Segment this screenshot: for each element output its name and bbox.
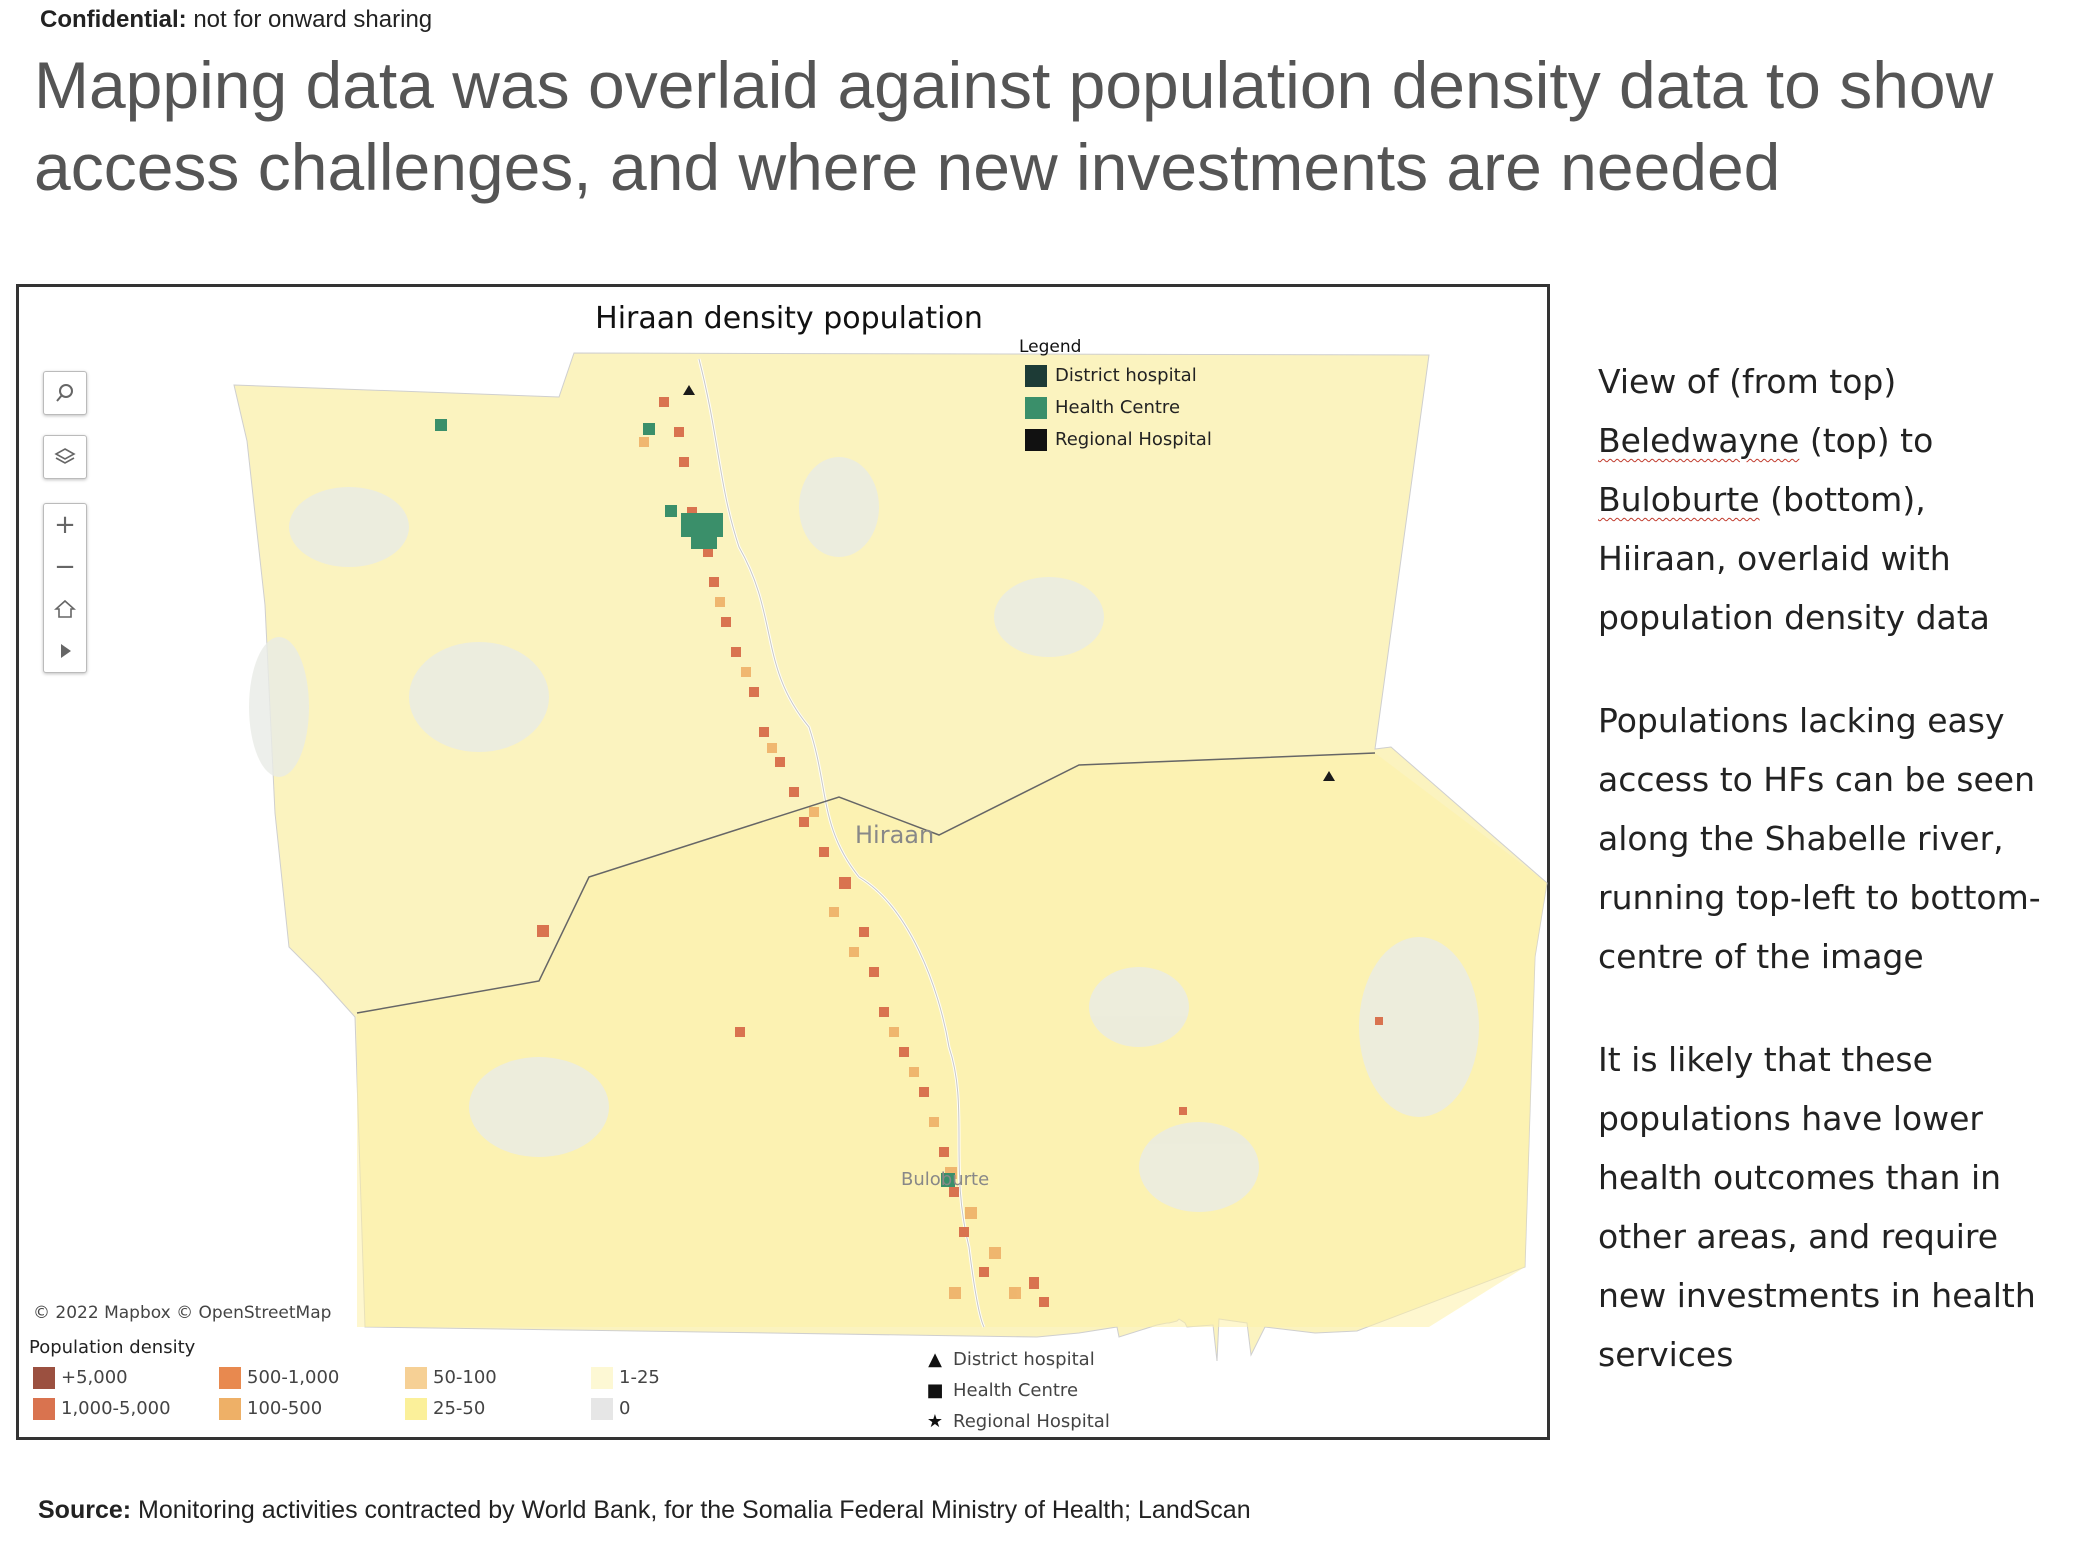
search-control[interactable] — [43, 371, 87, 415]
commentary-paragraph-1: View of (from top) Beledwayne (top) to B… — [1598, 362, 1990, 637]
density-legend-item: 1-25 — [591, 1367, 660, 1389]
symbol-legend-item: ★ Regional Hospital — [926, 1411, 1110, 1432]
health-centre-swatch — [1025, 397, 1047, 419]
commentary-paragraph-2: Populations lacking easy access to HFs c… — [1598, 701, 2041, 976]
page-title: Mapping data was overlaid against popula… — [34, 48, 1994, 204]
inset-legend-item: Regional Hospital — [1025, 429, 1212, 451]
zoom-controls: + − — [43, 503, 87, 673]
density-legend-item: 50-100 — [405, 1367, 497, 1389]
commentary-paragraph-3: It is likely that these populations have… — [1598, 1040, 2036, 1374]
district-boundary — [356, 752, 1376, 1014]
zoom-out-button[interactable]: − — [54, 552, 76, 582]
map-panel: Hiraan density population — [16, 284, 1550, 1440]
home-icon — [54, 599, 76, 618]
density-legend-item: 1,000-5,000 — [33, 1398, 171, 1420]
zoom-in-button[interactable]: + — [54, 510, 76, 540]
density-legend-item: 25-50 — [405, 1398, 485, 1420]
source-note: Source: Monitoring activities contracted… — [38, 1496, 1251, 1524]
inset-legend-item: District hospital — [1025, 365, 1197, 387]
symbol-legend-item: ▲ District hospital — [925, 1349, 1095, 1370]
symbol-legend-item: ■ Health Centre — [926, 1380, 1079, 1401]
population-density-title: Population density — [29, 1337, 196, 1358]
district-hospital-swatch — [1025, 365, 1047, 387]
confidentiality-note: Confidential: not for onward sharing — [40, 6, 433, 33]
layers-control[interactable] — [43, 435, 87, 479]
health-centre-markers — [435, 419, 955, 1187]
layers-icon[interactable] — [44, 436, 86, 478]
no-data-patches — [249, 457, 1479, 1212]
district-hospital-marker — [1323, 771, 1335, 781]
play-button[interactable] — [44, 630, 86, 672]
place-beledwayne: Beledwayne — [1598, 421, 1800, 460]
density-cells-high — [537, 397, 1383, 1307]
district-hospital-marker — [683, 385, 695, 395]
density-legend-item: 500-1,000 — [219, 1367, 339, 1389]
square-icon: ■ — [926, 1380, 944, 1401]
search-icon[interactable] — [44, 372, 86, 414]
density-legend-item: 100-500 — [219, 1398, 322, 1420]
regional-hospital-swatch — [1025, 429, 1047, 451]
map-canvas[interactable]: Hiraan Buloburte — [19, 287, 1553, 1443]
map-title: Hiraan density population — [595, 301, 983, 336]
density-legend-item: 0 — [591, 1398, 630, 1420]
home-button[interactable] — [44, 588, 86, 630]
density-legend-item: +5,000 — [33, 1367, 128, 1389]
play-icon — [61, 644, 71, 658]
inset-legend-title: Legend — [1019, 337, 1082, 357]
triangle-icon: ▲ — [928, 1349, 942, 1370]
map-label-hiraan: Hiraan — [855, 821, 934, 849]
commentary: View of (from top) Beledwayne (top) to B… — [1598, 352, 2048, 1428]
place-buloburte: Buloburte — [1598, 480, 1760, 519]
inset-legend-item: Health Centre — [1025, 397, 1180, 419]
star-icon: ★ — [926, 1411, 944, 1432]
map-label-buloburte: Buloburte — [901, 1169, 989, 1190]
map-attribution: © 2022 Mapbox © OpenStreetMap — [33, 1303, 332, 1323]
